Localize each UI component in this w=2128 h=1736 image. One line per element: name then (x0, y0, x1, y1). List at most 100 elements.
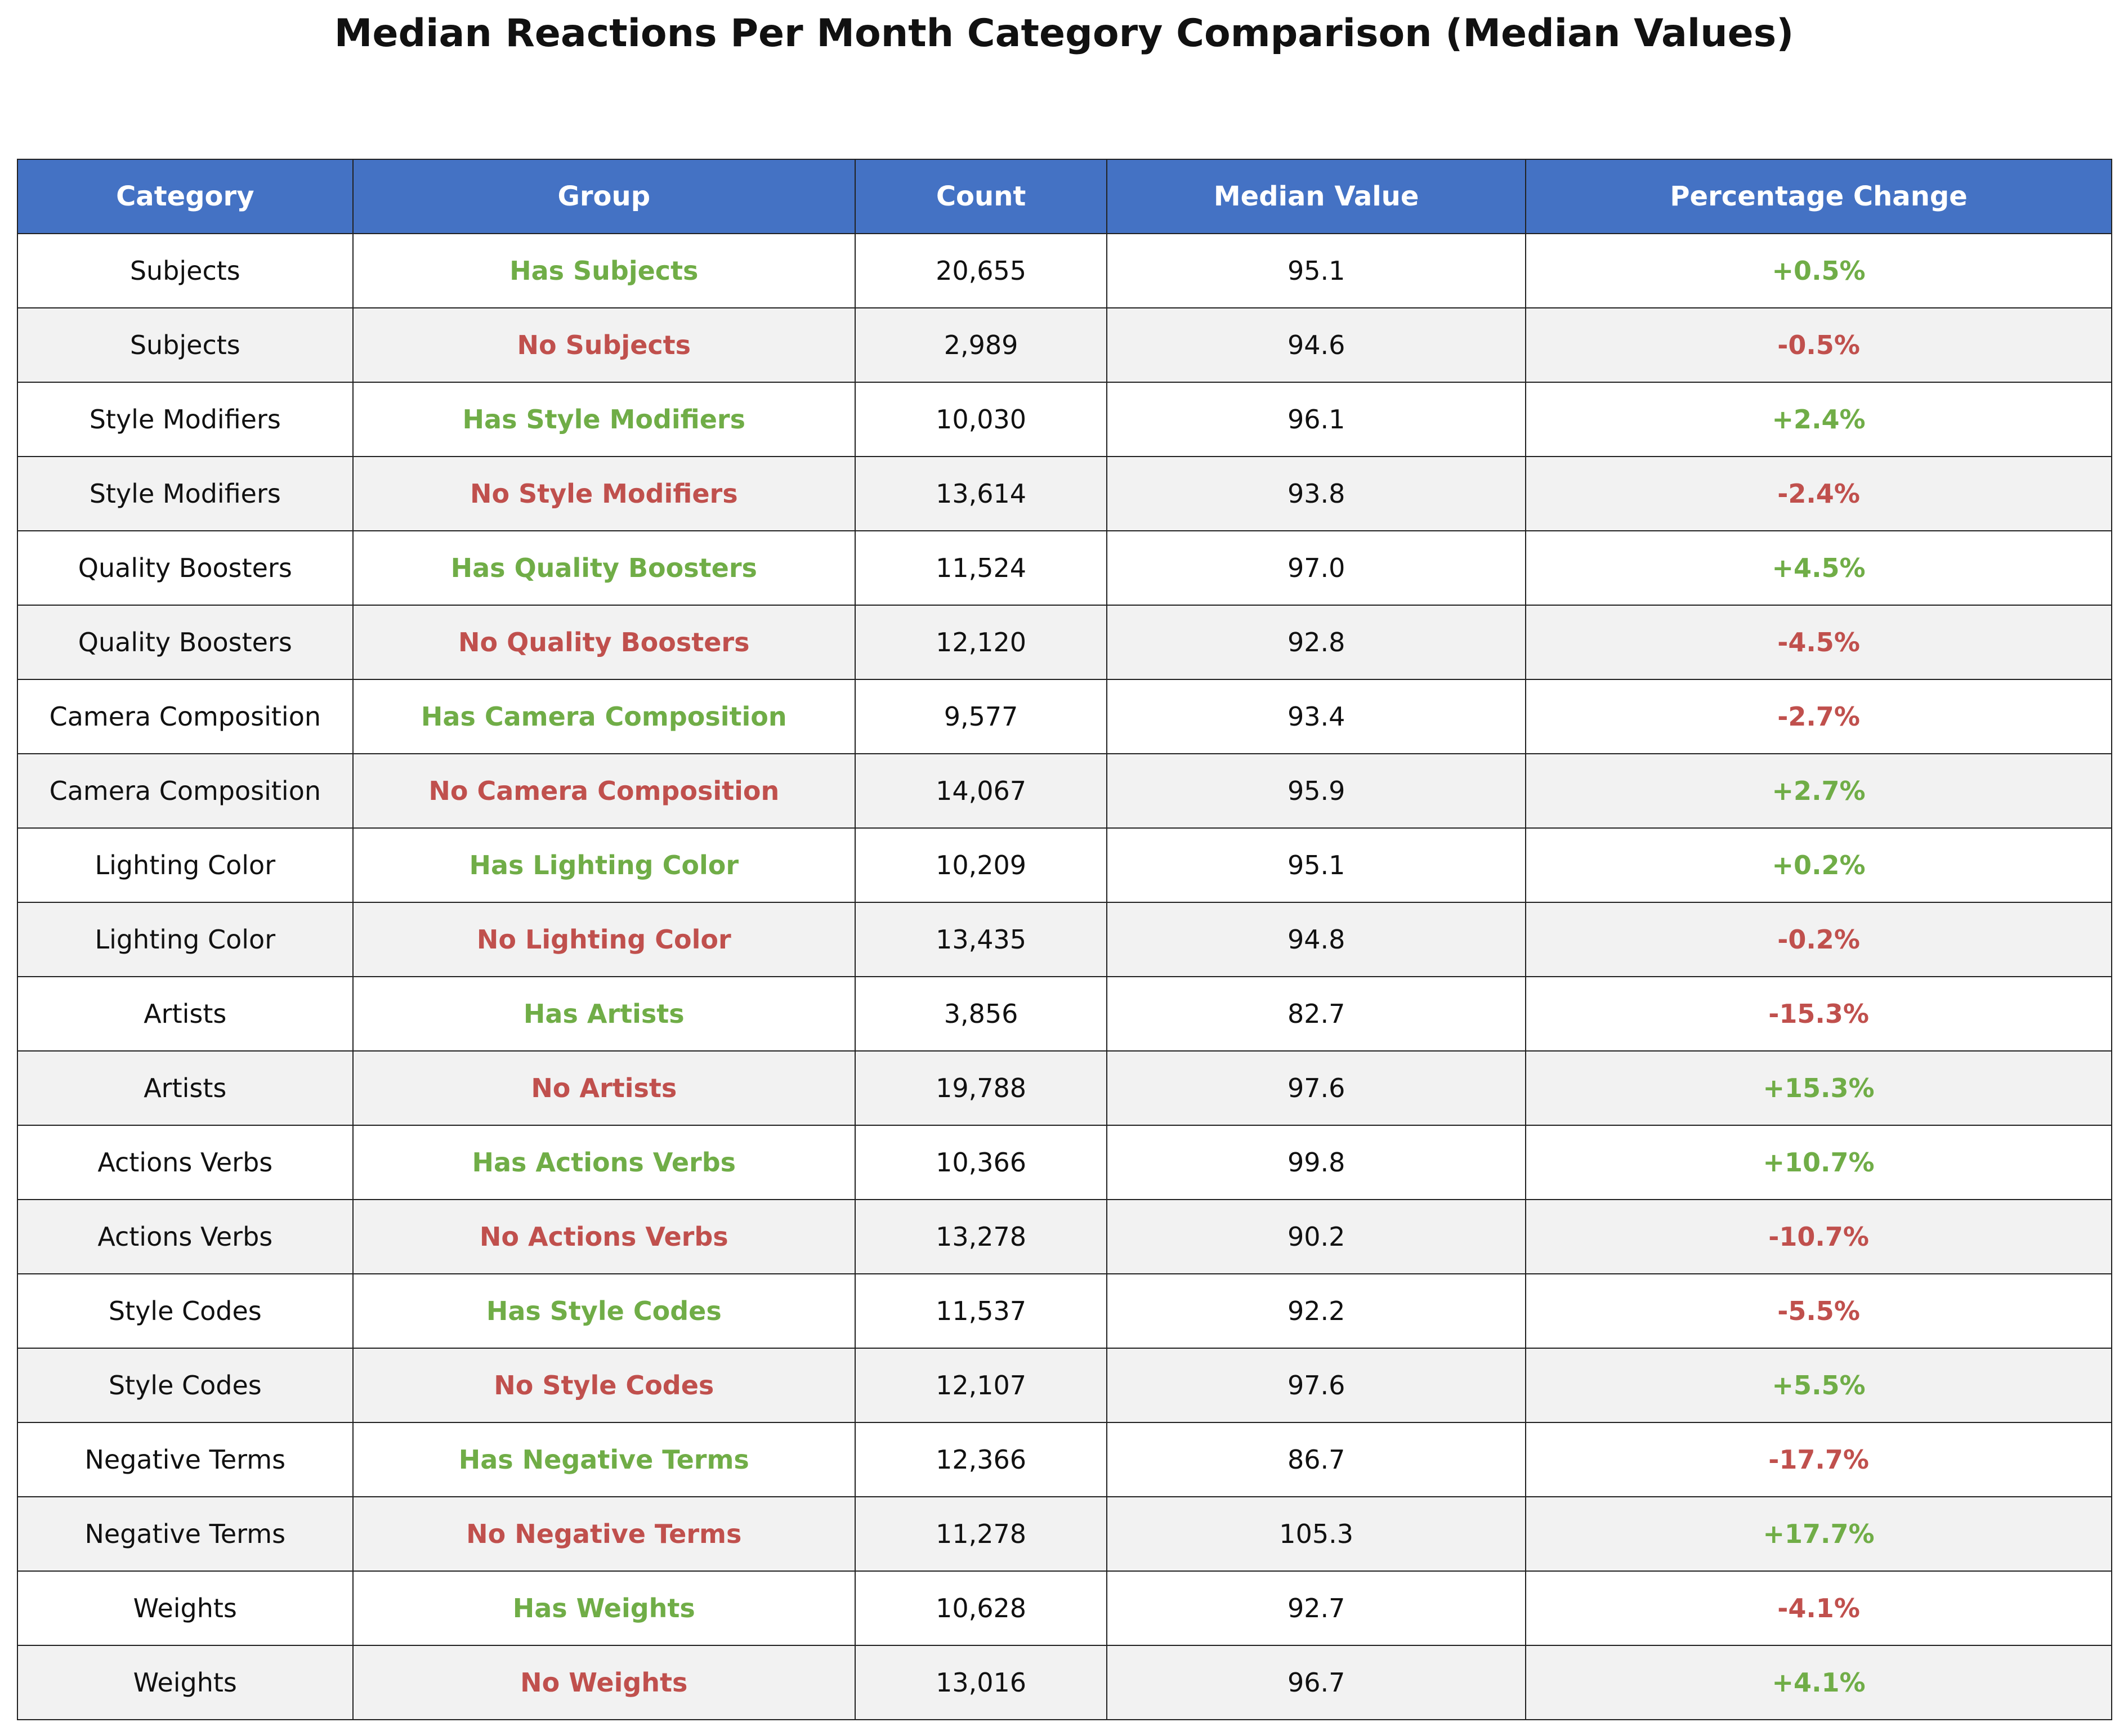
percentage-change-cell: -5.5% (1525, 1273, 2112, 1349)
column-header-category: Category (17, 159, 354, 234)
median-value-cell: 95.1 (1106, 827, 1527, 903)
median-value-cell: 105.3 (1106, 1496, 1527, 1572)
category-cell: Subjects (17, 307, 354, 383)
median-value-cell: 99.8 (1106, 1125, 1527, 1200)
percentage-change-cell: +4.5% (1525, 530, 2112, 606)
group-cell: Has Style Codes (352, 1273, 856, 1349)
count-cell: 10,366 (854, 1125, 1108, 1200)
count-cell: 13,016 (854, 1645, 1108, 1720)
percentage-change-cell: -4.1% (1525, 1571, 2112, 1646)
median-value-cell: 95.9 (1106, 753, 1527, 829)
category-cell: Actions Verbs (17, 1199, 354, 1274)
group-cell: Has Negative Terms (352, 1422, 856, 1497)
percentage-change-cell: +2.7% (1525, 753, 2112, 829)
comparison-table: Category Group Count Median Value Percen… (17, 159, 2112, 1720)
category-cell: Subjects (17, 233, 354, 308)
percentage-change-cell: +15.3% (1525, 1050, 2112, 1126)
percentage-change-cell: +5.5% (1525, 1348, 2112, 1423)
table-row: Subjects No Subjects 2,989 94.6 -0.5% (17, 307, 2112, 383)
table-row: Style Modifiers Has Style Modifiers 10,030… (17, 382, 2112, 457)
group-cell: Has Actions Verbs (352, 1125, 856, 1200)
count-cell: 12,107 (854, 1348, 1108, 1423)
count-cell: 10,628 (854, 1571, 1108, 1646)
count-cell: 12,120 (854, 605, 1108, 680)
category-cell: Negative Terms (17, 1496, 354, 1572)
table-row: Weights No Weights 13,016 96.7 +4.1% (17, 1645, 2112, 1720)
group-cell: Has Subjects (352, 233, 856, 308)
group-cell: Has Lighting Color (352, 827, 856, 903)
table-body: Subjects Has Subjects 20,655 95.1 +0.5% Subje… (17, 233, 2112, 1720)
median-value-cell: 97.0 (1106, 530, 1527, 606)
count-cell: 11,537 (854, 1273, 1108, 1349)
category-cell: Negative Terms (17, 1422, 354, 1497)
group-cell: No Negative Terms (352, 1496, 856, 1572)
count-cell: 11,278 (854, 1496, 1108, 1572)
count-cell: 20,655 (854, 233, 1108, 308)
percentage-change-cell: +10.7% (1525, 1125, 2112, 1200)
percentage-change-cell: -4.5% (1525, 605, 2112, 680)
table-row: Camera Composition Has Camera Composition… (17, 679, 2112, 754)
count-cell: 13,435 (854, 902, 1108, 977)
table-row: Style Codes No Style Codes 12,107 97.6 +5.5% (17, 1348, 2112, 1423)
median-value-cell: 93.4 (1106, 679, 1527, 754)
count-cell: 12,366 (854, 1422, 1108, 1497)
group-cell: No Subjects (352, 307, 856, 383)
table-row: Negative Terms No Negative Terms 11,278 105… (17, 1496, 2112, 1572)
count-cell: 2,989 (854, 307, 1108, 383)
table-row: Weights Has Weights 10,628 92.7 -4.1% (17, 1571, 2112, 1646)
table-header-row: Category Group Count Median Value Percen… (17, 159, 2112, 234)
category-cell: Quality Boosters (17, 605, 354, 680)
table-row: Negative Terms Has Negative Terms 12,366 86… (17, 1422, 2112, 1497)
count-cell: 10,209 (854, 827, 1108, 903)
count-cell: 13,614 (854, 456, 1108, 531)
table-row: Lighting Color No Lighting Color 13,435 94.… (17, 902, 2112, 977)
column-header-median-value: Median Value (1106, 159, 1527, 234)
table-row: Artists No Artists 19,788 97.6 +15.3% (17, 1050, 2112, 1126)
category-cell: Style Codes (17, 1273, 354, 1349)
group-cell: Has Style Modifiers (352, 382, 856, 457)
percentage-change-cell: -2.4% (1525, 456, 2112, 531)
category-cell: Lighting Color (17, 827, 354, 903)
column-header-percentage-change: Percentage Change (1525, 159, 2112, 234)
table-row: Style Modifiers No Style Modifiers 13,614 9… (17, 456, 2112, 531)
percentage-change-cell: -0.5% (1525, 307, 2112, 383)
category-cell: Camera Composition (17, 679, 354, 754)
group-cell: No Weights (352, 1645, 856, 1720)
category-cell: Artists (17, 1050, 354, 1126)
median-value-cell: 93.8 (1106, 456, 1527, 531)
category-cell: Weights (17, 1571, 354, 1646)
group-cell: Has Artists (352, 976, 856, 1052)
median-value-cell: 92.2 (1106, 1273, 1527, 1349)
group-cell: No Style Modifiers (352, 456, 856, 531)
group-cell: No Style Codes (352, 1348, 856, 1423)
percentage-change-cell: -0.2% (1525, 902, 2112, 977)
table-row: Quality Boosters Has Quality Boosters 11,5… (17, 530, 2112, 606)
median-value-cell: 92.7 (1106, 1571, 1527, 1646)
percentage-change-cell: +0.5% (1525, 233, 2112, 308)
table-row: Actions Verbs Has Actions Verbs 10,366 99.8… (17, 1125, 2112, 1200)
count-cell: 10,030 (854, 382, 1108, 457)
table-row: Style Codes Has Style Codes 11,537 92.2 -5.5… (17, 1273, 2112, 1349)
median-value-cell: 92.8 (1106, 605, 1527, 680)
percentage-change-cell: -15.3% (1525, 976, 2112, 1052)
median-value-cell: 90.2 (1106, 1199, 1527, 1274)
category-cell: Actions Verbs (17, 1125, 354, 1200)
count-cell: 13,278 (854, 1199, 1108, 1274)
count-cell: 3,856 (854, 976, 1108, 1052)
median-value-cell: 95.1 (1106, 233, 1527, 308)
group-cell: Has Quality Boosters (352, 530, 856, 606)
group-cell: No Artists (352, 1050, 856, 1126)
median-value-cell: 94.6 (1106, 307, 1527, 383)
category-cell: Style Modifiers (17, 382, 354, 457)
category-cell: Style Modifiers (17, 456, 354, 531)
table-row: Lighting Color Has Lighting Color 10,209 95… (17, 827, 2112, 903)
chart-title: Median Reactions Per Month Category Comp… (334, 11, 1794, 56)
group-cell: Has Weights (352, 1571, 856, 1646)
category-cell: Quality Boosters (17, 530, 354, 606)
table-row: Camera Composition No Camera Composition 1… (17, 753, 2112, 829)
group-cell: No Camera Composition (352, 753, 856, 829)
category-cell: Artists (17, 976, 354, 1052)
category-cell: Camera Composition (17, 753, 354, 829)
count-cell: 9,577 (854, 679, 1108, 754)
group-cell: No Lighting Color (352, 902, 856, 977)
